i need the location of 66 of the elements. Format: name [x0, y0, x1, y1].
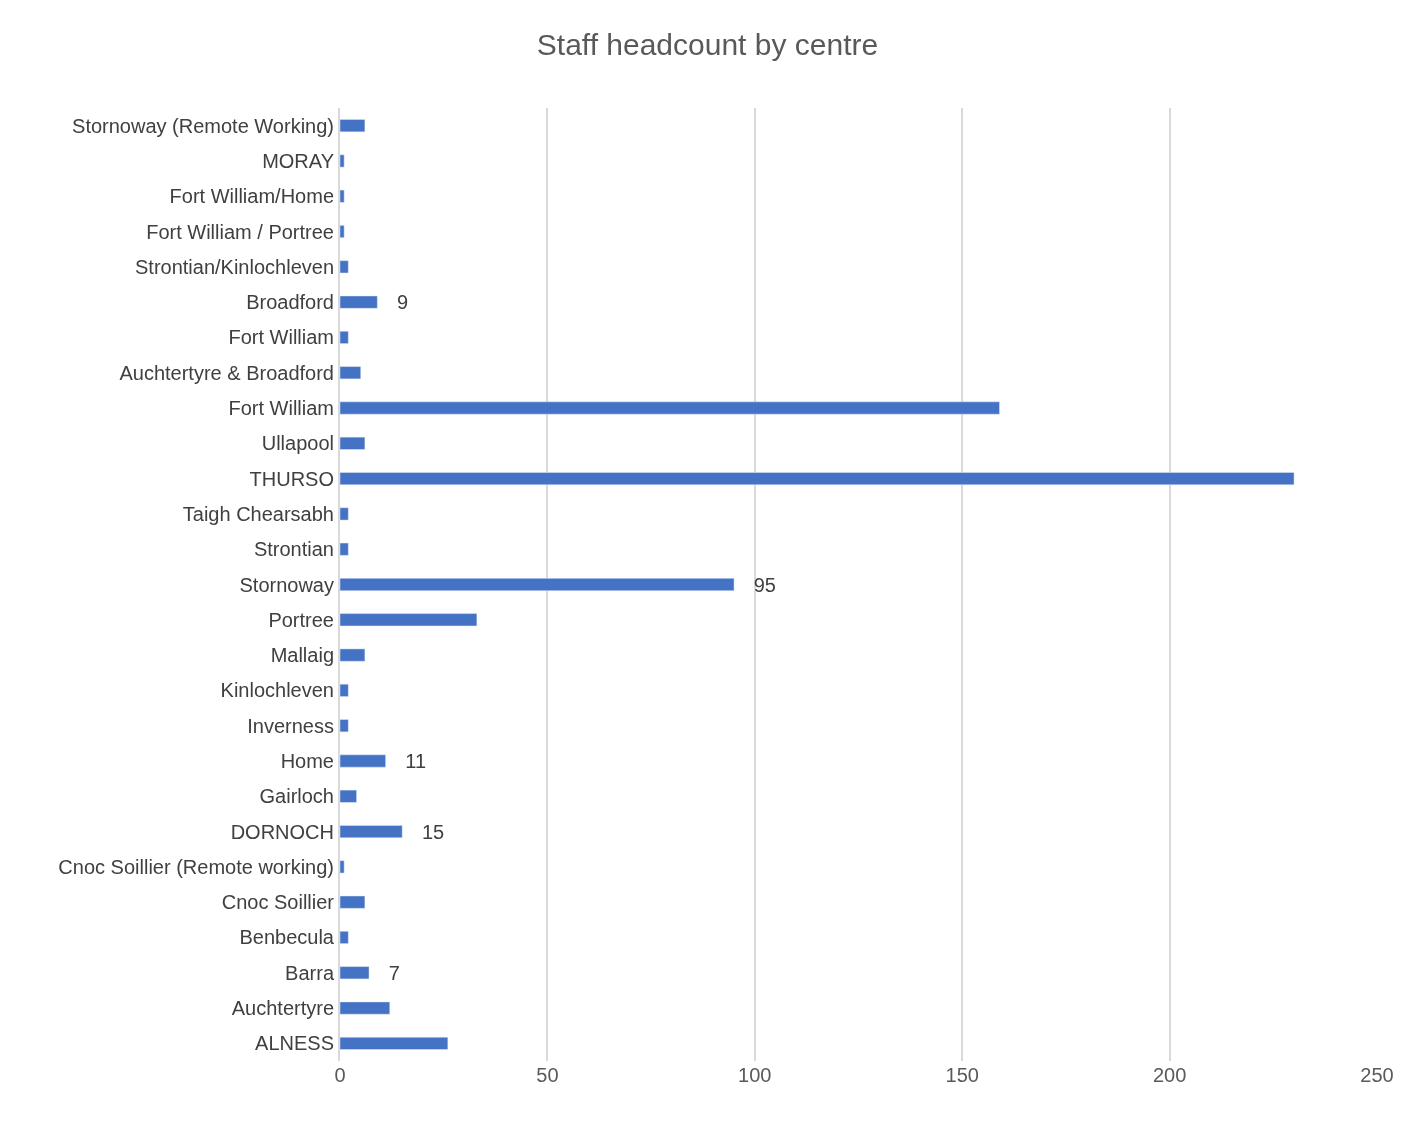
data-label: 9 — [380, 291, 409, 314]
y-tick-label: Cnoc Soillier — [221, 891, 335, 914]
bar — [340, 578, 735, 591]
y-tick-label: Benbecula — [239, 926, 335, 949]
bar — [340, 295, 378, 309]
y-tick-label: Gairloch — [259, 785, 334, 808]
bar — [340, 931, 349, 944]
bar — [340, 648, 366, 662]
y-tick-label: Portree — [268, 608, 334, 631]
bar — [340, 331, 349, 344]
data-label: 11 — [388, 749, 427, 772]
y-tick-label: Mallaig — [270, 644, 334, 667]
bar — [340, 507, 349, 521]
bar — [340, 683, 349, 697]
bar — [340, 472, 1295, 486]
x-tick-label: 100 — [738, 1064, 772, 1086]
x-tick-label: 150 — [945, 1064, 979, 1086]
y-tick-label: DORNOCH — [230, 820, 334, 843]
y-tick-label: Kinlochleven — [220, 679, 334, 702]
y-tick-label: Strontian/Kinlochleven — [134, 255, 334, 278]
bar — [340, 119, 366, 133]
bar — [340, 613, 478, 627]
bar — [340, 401, 1000, 415]
y-tick-label: Fort William — [228, 397, 334, 420]
bar — [340, 1001, 391, 1015]
bar — [340, 966, 370, 980]
bar — [340, 1036, 449, 1050]
bar — [340, 719, 349, 733]
bar — [340, 895, 366, 909]
bar — [340, 225, 345, 238]
bar — [340, 189, 345, 203]
y-tick-label: Stornoway (Remote Working) — [72, 114, 334, 137]
y-tick-label: Fort William — [228, 326, 334, 349]
y-tick-label: Barra — [285, 961, 335, 984]
x-tick-label: 0 — [334, 1064, 346, 1086]
y-tick-label: Broadford — [246, 291, 334, 314]
y-tick-label: ALNESS — [255, 1032, 334, 1055]
y-tick-label: Fort William / Portree — [146, 220, 334, 243]
bar — [340, 754, 386, 768]
y-tick-label: Ullapool — [261, 432, 334, 455]
data-label: 95 — [737, 573, 776, 596]
bar — [340, 154, 345, 168]
y-tick-label: Strontian — [253, 538, 334, 561]
y-tick-label: THURSO — [249, 467, 334, 490]
data-label: 7 — [372, 961, 400, 984]
bar — [340, 260, 349, 274]
y-tick-label: Auchtertyre & Broadford — [119, 361, 334, 384]
y-tick-label: Home — [280, 749, 334, 772]
bar — [340, 825, 403, 838]
y-tick-label: Taigh Chearsabh — [182, 502, 334, 525]
y-tick-label: MORAY — [262, 149, 334, 172]
x-tick-label: 50 — [536, 1064, 559, 1086]
y-tick-label: Fort William/Home — [169, 185, 334, 208]
x-tick-label: 200 — [1152, 1064, 1187, 1086]
bar — [340, 860, 345, 874]
y-tick-label: Auchtertyre — [231, 997, 334, 1020]
x-tick-label: 250 — [1360, 1064, 1394, 1086]
y-tick-label: Stornoway — [239, 573, 334, 596]
data-label: 15 — [405, 820, 445, 843]
y-tick-label: Cnoc Soillier (Remote working) — [58, 855, 334, 878]
bar — [340, 542, 349, 556]
bar — [340, 789, 357, 803]
bar — [340, 366, 361, 380]
chart-title: Staff headcount by centre — [536, 27, 879, 61]
y-tick-label: Inverness — [247, 714, 334, 737]
bar — [340, 436, 366, 450]
